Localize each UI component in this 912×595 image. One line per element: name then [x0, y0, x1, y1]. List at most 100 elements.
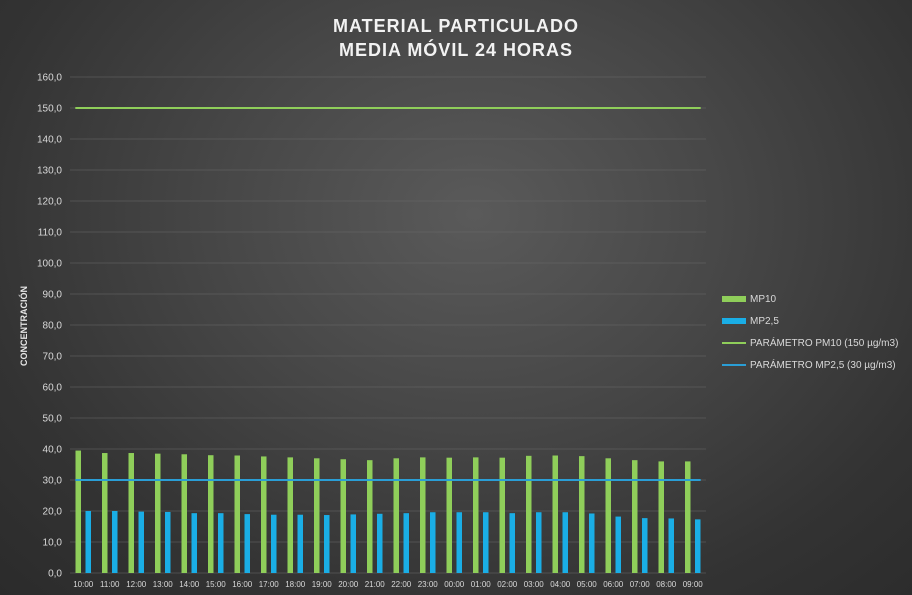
bar-mp25 [642, 518, 648, 573]
bar-mp25 [112, 511, 118, 573]
x-tick-label: 22:00 [391, 580, 412, 589]
bar-mp10 [261, 456, 267, 573]
x-tick-label: 01:00 [471, 580, 492, 589]
bar-mp25 [377, 513, 383, 573]
bar-mp25 [483, 512, 489, 573]
chart-title: MATERIAL PARTICULADO MEDIA MÓVIL 24 HORA… [0, 14, 912, 62]
bar-mp10 [367, 460, 373, 573]
legend-swatch-parametro-pm10 [722, 342, 746, 344]
bar-mp25 [509, 513, 515, 573]
bar-mp25 [668, 518, 674, 573]
bar-mp10 [208, 455, 214, 573]
bar-mp10 [128, 453, 134, 573]
x-tick-label: 15:00 [206, 580, 227, 589]
legend-label-mp25: MP2,5 [750, 315, 779, 327]
bar-mp25 [138, 511, 144, 573]
bar-mp25 [191, 513, 197, 573]
x-tick-label: 20:00 [338, 580, 359, 589]
bar-mp10 [526, 455, 532, 573]
legend-swatch-mp10 [722, 296, 746, 302]
x-tick-label: 03:00 [524, 580, 545, 589]
legend: MP10 MP2,5 PARÁMETRO PM10 (150 µg/m3) PA… [722, 288, 907, 376]
chart-title-line-2: MEDIA MÓVIL 24 HORAS [338, 40, 574, 60]
x-tick-label: 18:00 [285, 580, 306, 589]
bar-mp25 [324, 515, 330, 573]
y-tick-label: 150,0 [37, 104, 62, 115]
bar-mp25 [589, 513, 595, 573]
legend-item-mp10: MP10 [722, 288, 907, 310]
bar-mp10 [75, 450, 81, 573]
x-tick-label: 07:00 [630, 580, 651, 589]
bar-mp25 [615, 516, 621, 573]
bar-mp10 [181, 454, 187, 573]
y-tick-label: 60,0 [43, 383, 63, 394]
y-tick-label: 40,0 [43, 445, 63, 456]
bar-mp25 [536, 512, 542, 573]
y-tick-label: 20,0 [43, 507, 63, 518]
y-tick-label: 90,0 [43, 290, 63, 301]
y-tick-label: 30,0 [43, 476, 63, 487]
x-tick-label: 13:00 [153, 580, 174, 589]
y-tick-label: 10,0 [43, 538, 63, 549]
bar-mp25 [430, 512, 436, 573]
legend-swatch-parametro-mp25 [722, 364, 746, 366]
y-tick-label: 100,0 [37, 259, 62, 270]
bar-mp10 [685, 461, 691, 573]
x-tick-label: 16:00 [232, 580, 253, 589]
bar-mp25 [85, 511, 91, 573]
bar-mp25 [695, 519, 701, 573]
x-tick-label: 21:00 [365, 580, 386, 589]
bar-mp25 [297, 514, 303, 573]
x-tick-label: 08:00 [656, 580, 677, 589]
bar-mp10 [340, 459, 346, 573]
bar-mp25 [165, 511, 171, 573]
x-tick-label: 05:00 [577, 580, 598, 589]
y-tick-label: 130,0 [37, 166, 62, 177]
bar-mp10 [287, 457, 293, 573]
x-tick-label: 23:00 [418, 580, 439, 589]
bar-mp10 [552, 455, 558, 573]
y-tick-label: 110,0 [38, 228, 63, 239]
x-tick-label: 02:00 [497, 580, 518, 589]
bar-mp25 [244, 514, 250, 573]
legend-item-parametro-pm10: PARÁMETRO PM10 (150 µg/m3) [722, 332, 907, 354]
x-tick-label: 04:00 [550, 580, 571, 589]
x-tick-label: 00:00 [444, 580, 465, 589]
x-tick-label: 17:00 [259, 580, 280, 589]
bar-mp10 [473, 457, 479, 573]
x-tick-label: 19:00 [312, 580, 333, 589]
bar-mp10 [420, 457, 426, 573]
bar-mp25 [350, 514, 356, 573]
legend-swatch-mp25 [722, 318, 746, 324]
bar-mp25 [456, 512, 462, 573]
bar-mp25 [403, 513, 409, 573]
y-tick-label: 140,0 [37, 135, 62, 146]
legend-label-parametro-pm10: PARÁMETRO PM10 (150 µg/m3) [750, 337, 899, 349]
bar-mp10 [314, 458, 320, 573]
x-tick-label: 10:00 [73, 580, 94, 589]
bar-mp10 [155, 453, 161, 573]
bar-mp10 [393, 458, 399, 573]
chart-title-line-1: MATERIAL PARTICULADO [333, 16, 579, 36]
x-tick-label: 14:00 [179, 580, 200, 589]
bar-mp10 [632, 460, 638, 573]
legend-label-parametro-mp25: PARÁMETRO MP2,5 (30 µg/m3) [750, 359, 896, 371]
bar-mp10 [446, 457, 452, 573]
bar-mp10 [102, 453, 108, 573]
legend-label-mp10: MP10 [750, 293, 777, 305]
bar-mp10 [658, 461, 664, 573]
bar-mp25 [271, 514, 277, 573]
bar-mp10 [234, 455, 240, 573]
bar-mp25 [218, 513, 224, 573]
y-tick-label: 80,0 [43, 321, 63, 332]
bar-mp10 [499, 457, 505, 573]
bar-mp10 [605, 458, 611, 573]
bar-mp25 [562, 512, 568, 573]
legend-item-parametro-mp25: PARÁMETRO MP2,5 (30 µg/m3) [722, 354, 907, 376]
legend-item-mp25: MP2,5 [722, 310, 907, 332]
y-tick-label: 0,0 [48, 569, 62, 580]
x-tick-label: 12:00 [126, 580, 147, 589]
y-tick-label: 160,0 [37, 73, 62, 84]
